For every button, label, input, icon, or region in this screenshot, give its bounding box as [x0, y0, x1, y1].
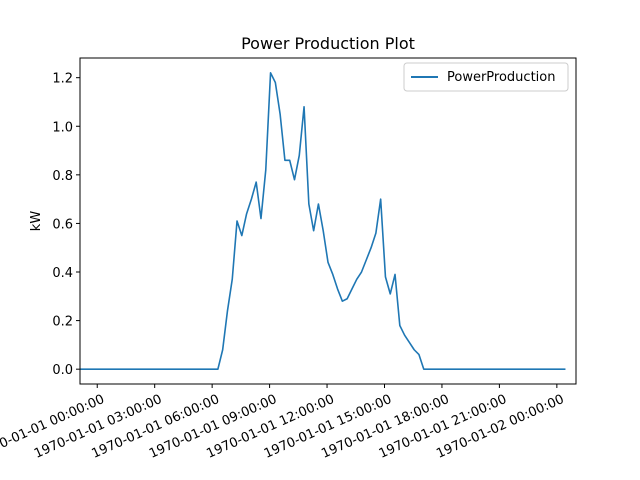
y-tick-label: 0.8: [52, 169, 73, 184]
y-tick-label: 0.4: [52, 266, 73, 281]
legend: PowerProduction: [403, 62, 569, 92]
y-tick-label: 1.0: [52, 120, 73, 135]
y-tick-label: 1.2: [52, 72, 73, 87]
y-tick-label: 0.0: [52, 363, 73, 378]
y-tick-label: 0.2: [52, 315, 73, 330]
y-tick-label: 0.6: [52, 217, 73, 232]
chart-title: Power Production Plot: [241, 34, 415, 53]
axes-frame: [79, 57, 577, 385]
plot-area: [80, 72, 566, 370]
y-axis: 0.0 0.2 0.4 0.6 0.8 1.0 1.2: [52, 72, 80, 378]
legend-label: PowerProduction: [447, 70, 555, 85]
series-line-0: [80, 72, 566, 370]
y-axis-label: kW: [29, 211, 44, 232]
legend-box: [403, 62, 569, 92]
